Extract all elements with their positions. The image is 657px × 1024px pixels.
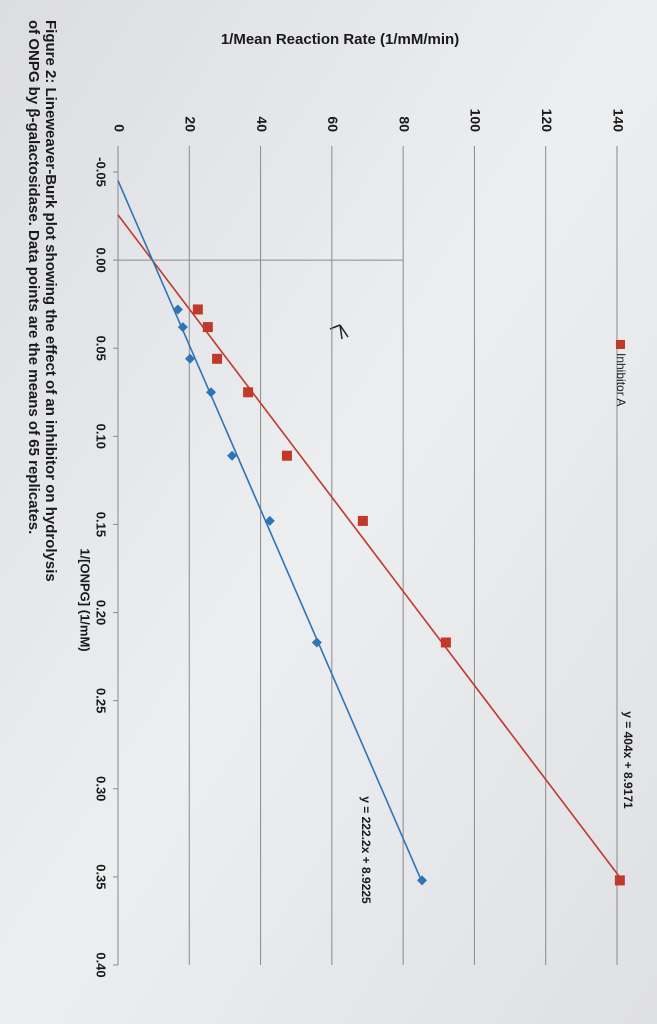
x-tick-label: 0.20 bbox=[94, 600, 109, 625]
data-point bbox=[202, 322, 213, 333]
trendline-equation: y = 222.2x + 8.9225 bbox=[359, 796, 373, 904]
data-point bbox=[243, 387, 254, 398]
y-axis-title: 1/Mean Reaction Rate (1/mM/min) bbox=[221, 31, 459, 48]
y-tick-label: 0 bbox=[111, 124, 127, 132]
x-tick-label: -0.05 bbox=[94, 157, 109, 187]
data-point bbox=[227, 450, 238, 461]
data-point bbox=[192, 304, 203, 315]
y-tick-label: 20 bbox=[183, 116, 199, 132]
y-tick-label: 80 bbox=[396, 116, 412, 132]
data-point bbox=[264, 515, 275, 526]
legend-swatch bbox=[616, 340, 625, 349]
legend-label: Inhibitor A bbox=[614, 353, 628, 406]
data-point bbox=[172, 304, 183, 315]
y-tick-label: 100 bbox=[468, 109, 484, 133]
data-point bbox=[206, 387, 217, 398]
data-point bbox=[177, 322, 188, 333]
data-point bbox=[614, 875, 625, 886]
trendline bbox=[117, 214, 623, 881]
x-tick-label: 0.25 bbox=[94, 688, 109, 713]
data-point bbox=[311, 637, 322, 648]
data-point bbox=[440, 637, 451, 648]
trendline bbox=[117, 180, 423, 881]
y-tick-label: 120 bbox=[539, 109, 555, 133]
data-point bbox=[281, 450, 292, 461]
y-tick-label: 40 bbox=[254, 116, 270, 132]
caption-line: Figure 2: Lineweaver-Burk plot showing t… bbox=[42, 20, 59, 582]
x-tick-label: 0.35 bbox=[94, 864, 109, 889]
x-tick-label: 0.05 bbox=[94, 336, 109, 361]
x-tick-label: 0.15 bbox=[94, 512, 109, 537]
caption-line: of ONPG by β-galactosidase. Data points … bbox=[25, 20, 42, 534]
trendline-equation: y = 404x + 8.9171 bbox=[621, 711, 635, 809]
data-point bbox=[212, 353, 223, 364]
data-point bbox=[417, 875, 428, 886]
x-axis-title: 1/[ONPG] (1/mM) bbox=[78, 548, 93, 651]
data-point bbox=[357, 515, 368, 526]
x-tick-label: 0.00 bbox=[94, 247, 109, 272]
y-tick-label: 60 bbox=[325, 116, 341, 132]
rotated-chart: 1/Mean Reaction Rate (1/mM/min) 1/[ONPG]… bbox=[25, 20, 635, 978]
y-tick-label: 140 bbox=[610, 109, 626, 133]
x-tick-label: 0.10 bbox=[94, 424, 109, 449]
x-tick-label: 0.30 bbox=[94, 776, 109, 801]
data-point bbox=[184, 353, 195, 364]
x-tick-label: 0.40 bbox=[94, 952, 109, 977]
